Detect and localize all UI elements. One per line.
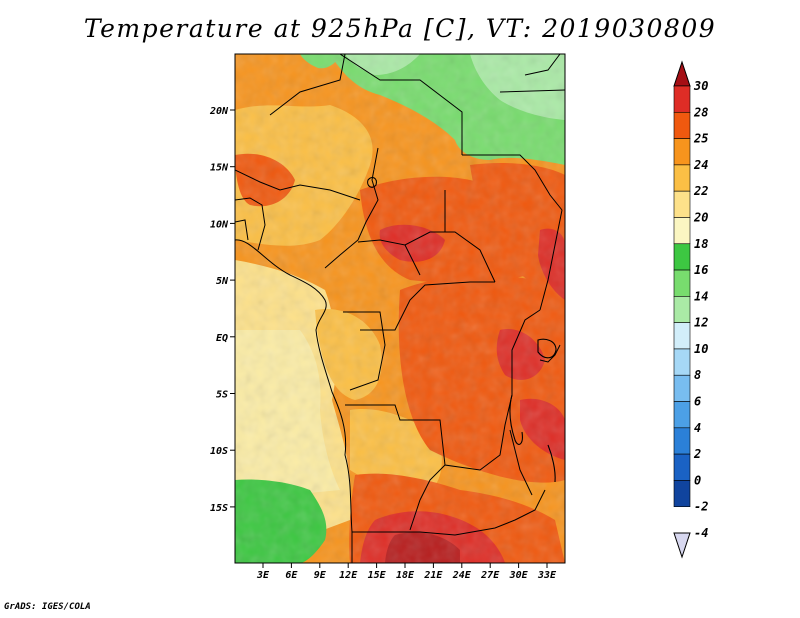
lon-label: 27E (480, 570, 500, 581)
chart-title: Temperature at 925hPa [C], VT: 201903080… (83, 14, 717, 43)
colorbar-swatch (673, 374, 691, 402)
lon-label: 30E (509, 570, 529, 581)
lat-label: 10S (210, 446, 228, 457)
colorbar-swatch (673, 85, 691, 113)
lat-label: 20N (209, 106, 229, 117)
colorbar-cap-top (673, 60, 691, 87)
colorbar-label: 8 (694, 368, 701, 382)
map-axes: 3E 6E 9E 12E 15E 18E 21E 24E 27E 30E 33E 20N 15N 10N 5… (209, 106, 557, 581)
colorbar-cap-bottom (673, 532, 691, 559)
colorbar-label: 28 (693, 105, 708, 119)
colorbar-label: 16 (694, 263, 708, 277)
footer-credit: GrADS: IGES/COLA (4, 602, 91, 612)
colorbar-label: -4 (694, 526, 708, 540)
map-frame (234, 53, 566, 564)
lat-label: EQ (216, 333, 228, 344)
colorbar-label: 6 (694, 395, 701, 409)
colorbar-label: 18 (694, 237, 708, 251)
colorbar-swatch (673, 322, 691, 350)
colorbar-swatch (673, 269, 691, 297)
lon-label: 3E (256, 570, 270, 581)
country-borders (235, 54, 565, 563)
lon-label: 15E (368, 570, 387, 581)
colorbar-label: 14 (694, 289, 708, 303)
lat-label: 10N (210, 219, 229, 230)
lat-label: 15S (210, 503, 228, 514)
lon-label: 33E (537, 570, 557, 581)
colorbar-label: -2 (694, 500, 708, 514)
colorbar-swatch (673, 427, 691, 455)
colorbar-swatch (673, 138, 691, 166)
colorbar-label: 0 (694, 473, 701, 487)
lat-label: 5N (216, 276, 229, 287)
colorbar-label: 2 (693, 447, 701, 461)
colorbar-label: 30 (693, 79, 708, 93)
colorbar-swatch (673, 217, 691, 245)
lon-label: 6E (285, 570, 298, 581)
colorbar-swatch (673, 401, 691, 429)
lakes (367, 176, 557, 483)
colorbar-swatch (673, 296, 691, 323)
lon-label: 21E (423, 570, 443, 581)
lat-label: 15N (210, 163, 229, 174)
temperature-field (235, 54, 565, 563)
colorbar-swatch (673, 243, 691, 271)
colorbar-label: 24 (693, 158, 708, 172)
colorbar-swatch (673, 190, 691, 218)
colorbar-swatch (673, 164, 691, 192)
colorbar-swatch (673, 348, 691, 376)
colorbar-label: 12 (694, 316, 708, 330)
lon-label: 24E (452, 570, 472, 581)
colorbar-swatch (673, 111, 691, 139)
colorbar-label: 10 (694, 342, 708, 356)
colorbar-label: 20 (693, 210, 708, 224)
lon-label: 9E (314, 570, 327, 581)
colorbar-swatch (673, 453, 691, 481)
colorbar-swatch (673, 480, 691, 508)
lat-label: 5S (216, 390, 228, 401)
colorbar-label: 25 (693, 132, 708, 146)
colorbar-label: 4 (694, 421, 701, 435)
lon-label: 18E (396, 570, 415, 581)
colorbar-label: 22 (693, 184, 708, 198)
lon-label: 12E (339, 570, 358, 581)
